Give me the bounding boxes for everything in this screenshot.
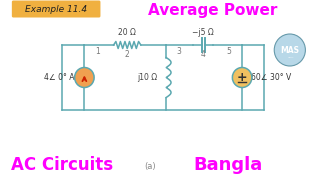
Text: j10 Ω: j10 Ω (137, 73, 157, 82)
Text: 60∠ 30° V: 60∠ 30° V (251, 73, 292, 82)
Text: 5: 5 (226, 46, 231, 55)
Text: AC Circuits: AC Circuits (11, 156, 113, 174)
Circle shape (232, 68, 252, 87)
Text: 3: 3 (176, 46, 181, 55)
Text: 20 Ω: 20 Ω (118, 28, 136, 37)
Circle shape (75, 68, 94, 87)
Text: +: + (237, 71, 247, 84)
Text: Average Power: Average Power (148, 3, 277, 17)
Circle shape (274, 34, 305, 66)
Text: MAS: MAS (280, 46, 299, 55)
Text: (a): (a) (144, 161, 156, 170)
Text: 2: 2 (125, 50, 130, 59)
FancyBboxPatch shape (12, 1, 100, 17)
Text: ___: ___ (287, 54, 293, 58)
Text: 4: 4 (201, 50, 206, 59)
Text: 4∠ 0° A: 4∠ 0° A (44, 73, 74, 82)
Text: 1: 1 (96, 46, 100, 55)
Text: −j5 Ω: −j5 Ω (192, 28, 214, 37)
Text: Bangla: Bangla (193, 156, 262, 174)
Text: Example 11.4: Example 11.4 (25, 5, 87, 14)
